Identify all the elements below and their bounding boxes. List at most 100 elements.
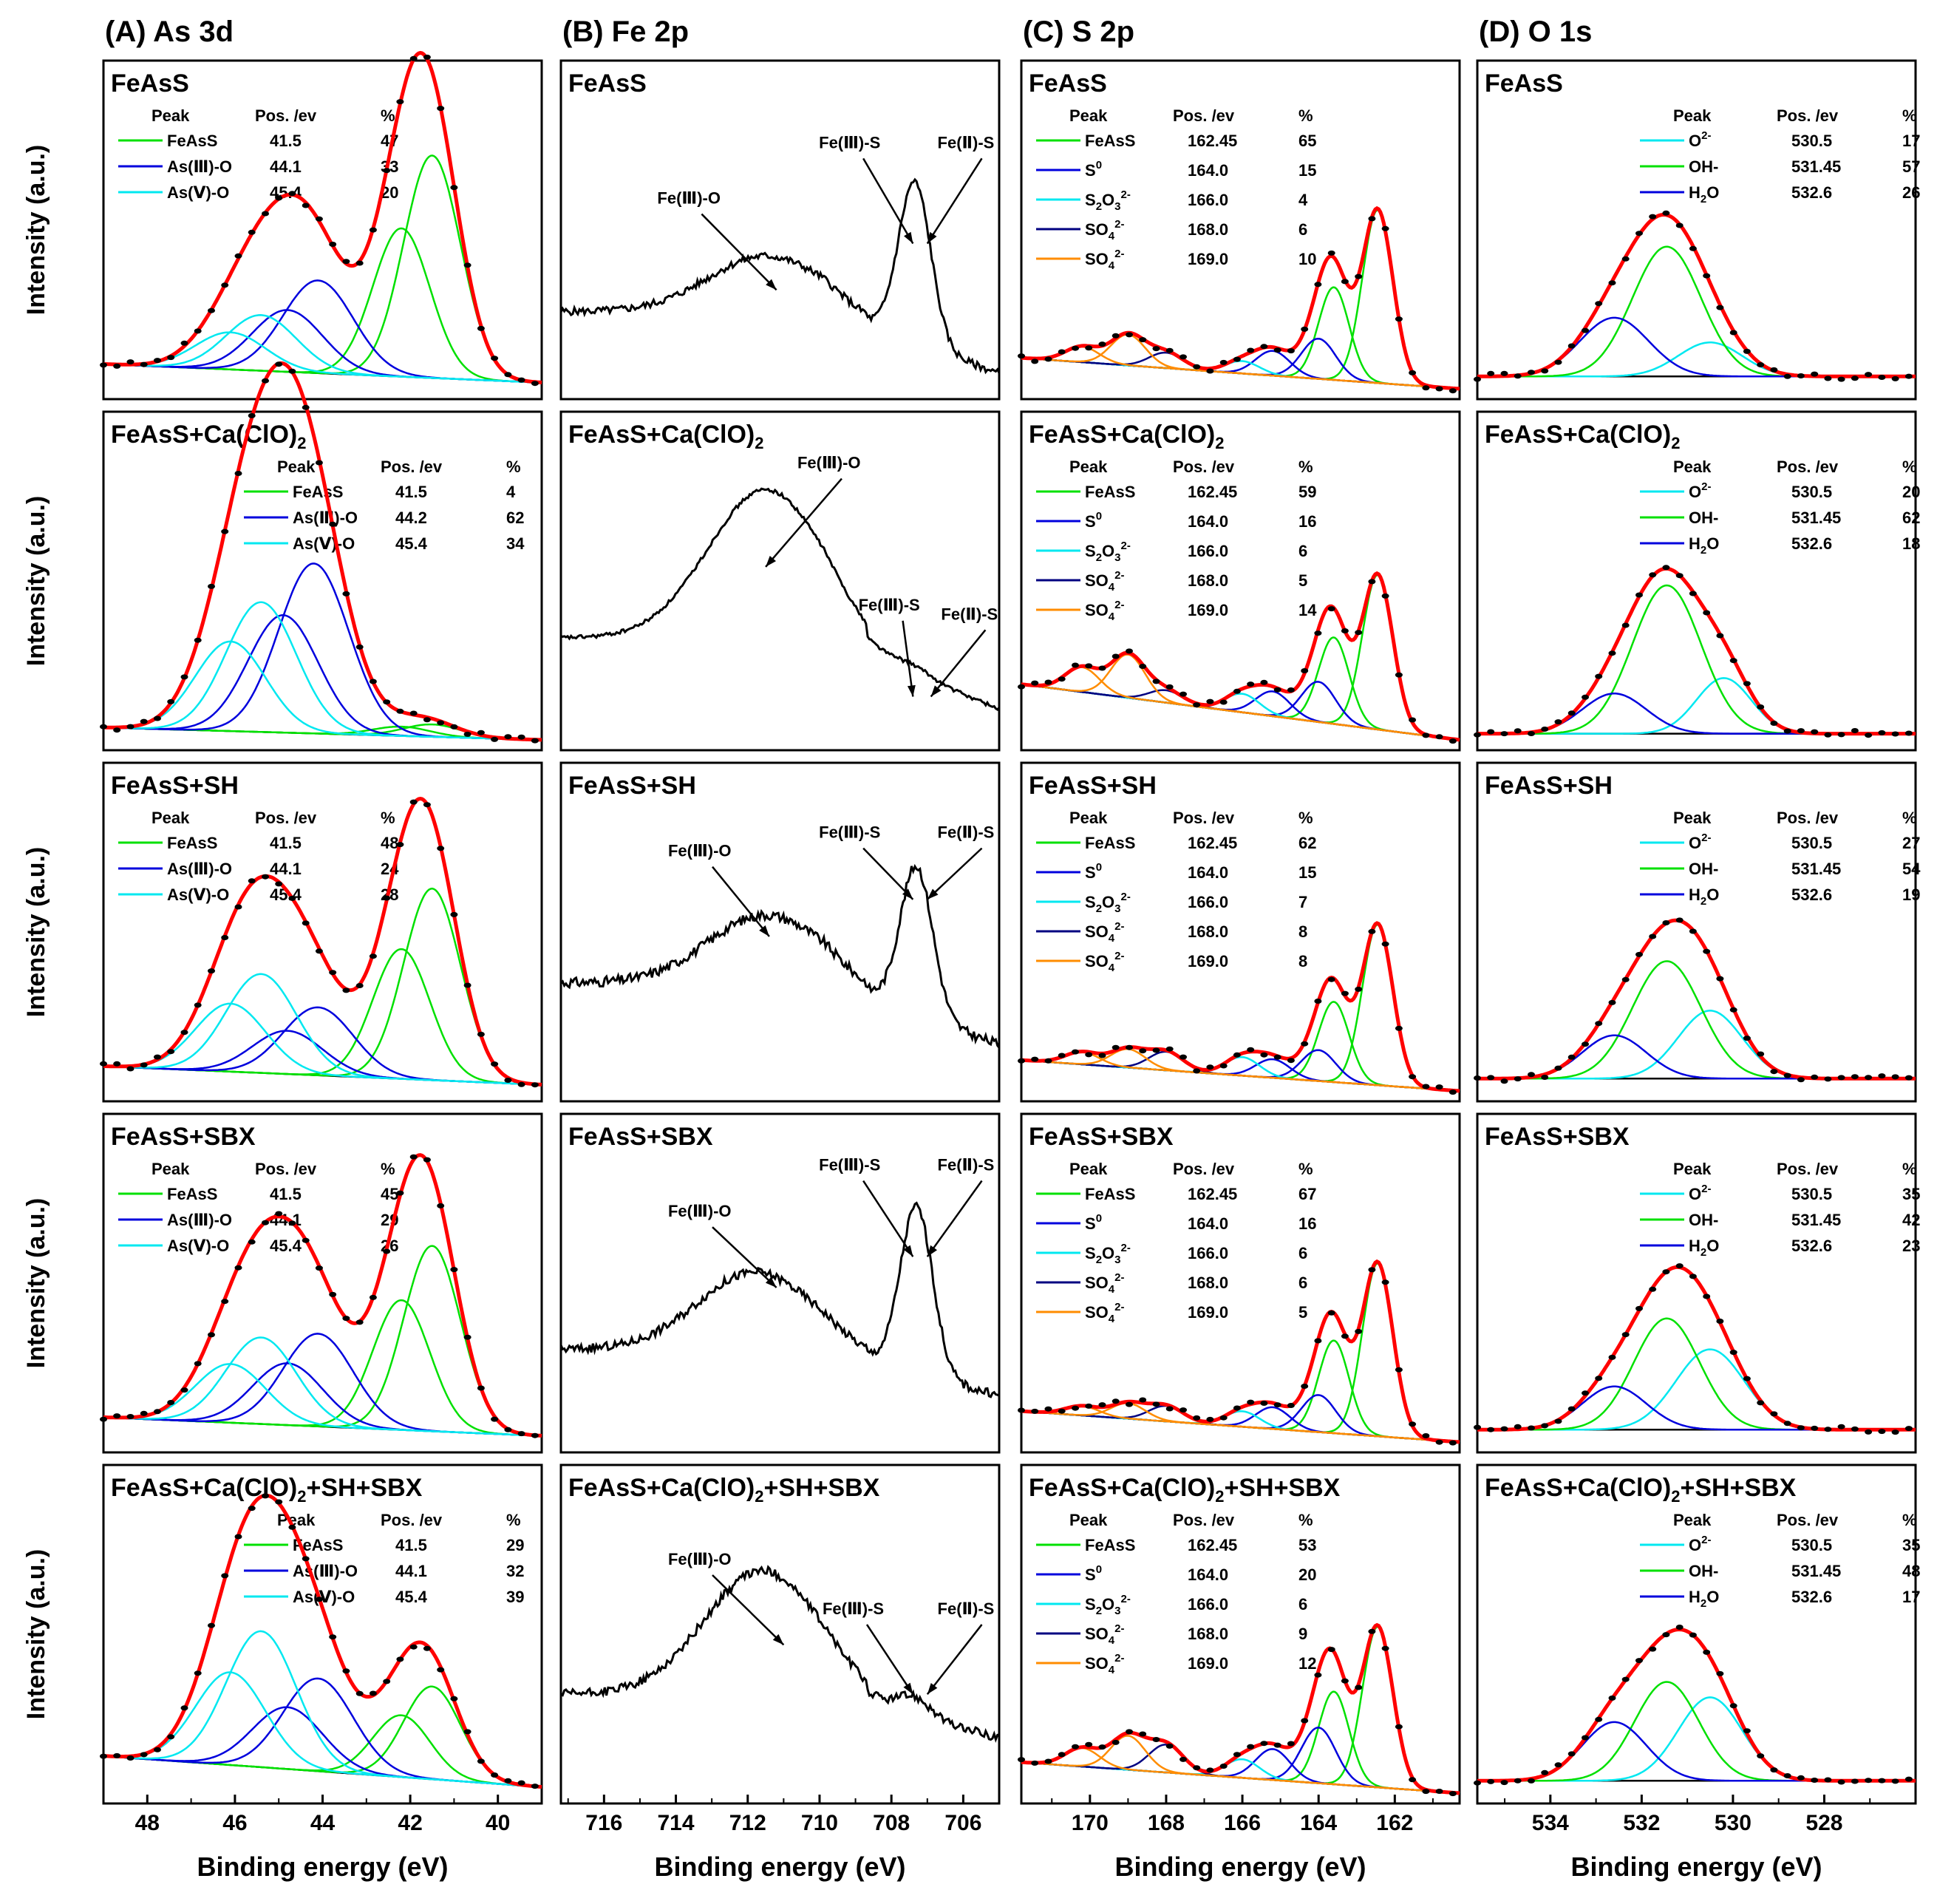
legend-pos: 164.0 bbox=[1188, 512, 1228, 531]
measured-point bbox=[1904, 1426, 1913, 1432]
legend-label: As(Ⅲ)-O bbox=[167, 1211, 232, 1229]
measured-point bbox=[342, 259, 350, 265]
x-tick-label: 534 bbox=[1532, 1811, 1569, 1835]
fe-spectrum bbox=[559, 863, 1001, 1049]
legend-header-peak: Peak bbox=[1069, 106, 1108, 125]
annotation-arrowhead bbox=[903, 1682, 913, 1695]
measured-point bbox=[126, 1414, 135, 1419]
measured-point bbox=[1811, 1778, 1819, 1783]
sample-name: FeAsS+SBX bbox=[1029, 1123, 1174, 1151]
measured-point bbox=[1716, 305, 1724, 310]
measured-point bbox=[1878, 1429, 1886, 1435]
measured-point bbox=[531, 738, 539, 744]
legend-label: H2O bbox=[1689, 534, 1719, 557]
measured-point bbox=[1422, 385, 1430, 391]
x-tick-label: 714 bbox=[658, 1811, 695, 1835]
measured-point bbox=[1247, 1047, 1255, 1053]
measured-point bbox=[517, 377, 525, 383]
legend-pos: 531.45 bbox=[1791, 157, 1841, 176]
legend-pct: 53 bbox=[1298, 1536, 1316, 1554]
legend-header-pos: Pos. /ev bbox=[1777, 106, 1839, 125]
measured-point bbox=[100, 724, 107, 730]
measured-point bbox=[1126, 332, 1133, 338]
measured-point bbox=[315, 460, 323, 466]
measured-point bbox=[154, 1054, 161, 1060]
legend-pos: 169.0 bbox=[1188, 1654, 1228, 1673]
measured-point bbox=[1474, 1780, 1481, 1786]
measured-point bbox=[1031, 1056, 1039, 1062]
legend-header-pct: % bbox=[1298, 1160, 1313, 1178]
measured-point bbox=[504, 734, 512, 740]
measured-point bbox=[1287, 1058, 1295, 1064]
legend-header-peak: Peak bbox=[1673, 1160, 1712, 1178]
measured-point bbox=[1435, 1084, 1443, 1090]
legend-pos: 166.0 bbox=[1188, 542, 1228, 560]
measured-point bbox=[234, 1534, 242, 1540]
measured-point bbox=[1716, 1670, 1724, 1676]
legend-pos: 41.5 bbox=[270, 1185, 302, 1203]
measured-point bbox=[194, 1361, 202, 1367]
measured-point bbox=[1689, 245, 1697, 251]
legend-header-pos: Pos. /ev bbox=[381, 458, 443, 476]
x-tick-label: 170 bbox=[1072, 1811, 1109, 1835]
measured-point bbox=[1500, 1426, 1508, 1432]
measured-point bbox=[1500, 731, 1508, 737]
measured-point bbox=[1193, 1765, 1201, 1771]
measured-point bbox=[113, 363, 121, 369]
measured-point bbox=[342, 1316, 350, 1322]
legend-pos: 530.5 bbox=[1791, 834, 1832, 852]
measured-point bbox=[154, 1409, 161, 1415]
y-axis-label: Intensity (a.u.) bbox=[22, 847, 50, 1017]
measured-point bbox=[1287, 1741, 1295, 1747]
column-title: (A) As 3d bbox=[105, 16, 234, 48]
measured-point bbox=[1368, 928, 1376, 934]
measured-point bbox=[1500, 370, 1508, 376]
measured-point bbox=[1409, 370, 1417, 375]
measured-point bbox=[1837, 732, 1845, 738]
measured-point bbox=[396, 1190, 404, 1196]
legend-pct: 6 bbox=[1298, 1244, 1307, 1262]
x-tick-label: 48 bbox=[135, 1811, 160, 1835]
measured-point bbox=[491, 1772, 499, 1778]
annotation-arrow bbox=[926, 1624, 983, 1696]
x-tick-label: 168 bbox=[1148, 1811, 1185, 1835]
measured-point bbox=[1878, 1778, 1886, 1784]
measured-point bbox=[1058, 676, 1066, 682]
component-peak bbox=[103, 1363, 542, 1437]
measured-point bbox=[1675, 917, 1684, 923]
measured-point bbox=[154, 358, 161, 364]
measured-point bbox=[1608, 650, 1616, 656]
legend-pos: 164.0 bbox=[1188, 1565, 1228, 1584]
sample-name: FeAsS+SBX bbox=[111, 1123, 256, 1151]
legend-pct: 54 bbox=[1902, 860, 1921, 878]
measured-point bbox=[1500, 1078, 1508, 1084]
measured-point bbox=[1662, 1632, 1670, 1638]
component-peak bbox=[103, 331, 542, 384]
legend-header-peak: Peak bbox=[1069, 1511, 1108, 1529]
measured-point bbox=[1621, 1676, 1630, 1682]
measured-point bbox=[275, 361, 283, 367]
measured-point bbox=[1474, 376, 1481, 382]
legend-pos: 162.45 bbox=[1188, 483, 1237, 501]
measured-point bbox=[1554, 1065, 1562, 1071]
component-peak bbox=[1021, 1747, 1460, 1795]
measured-point bbox=[1287, 1403, 1295, 1408]
legend-pos: 532.6 bbox=[1791, 534, 1832, 553]
annotation-arrow bbox=[862, 847, 914, 900]
measured-point bbox=[1770, 367, 1778, 373]
annotation-arrowhead bbox=[759, 925, 769, 936]
measured-point bbox=[221, 528, 229, 534]
measured-point bbox=[450, 724, 458, 730]
legend-pct: 4 bbox=[506, 483, 516, 501]
envelope-fit bbox=[103, 1153, 542, 1438]
legend-pct: 65 bbox=[1298, 132, 1316, 150]
measured-point bbox=[1770, 721, 1778, 726]
legend-pos: 168.0 bbox=[1188, 1274, 1228, 1292]
annotation-arrowhead bbox=[765, 1276, 777, 1288]
legend-label: OH- bbox=[1689, 860, 1718, 878]
measured-point bbox=[1341, 1333, 1349, 1339]
legend-pct: 6 bbox=[1298, 542, 1307, 560]
